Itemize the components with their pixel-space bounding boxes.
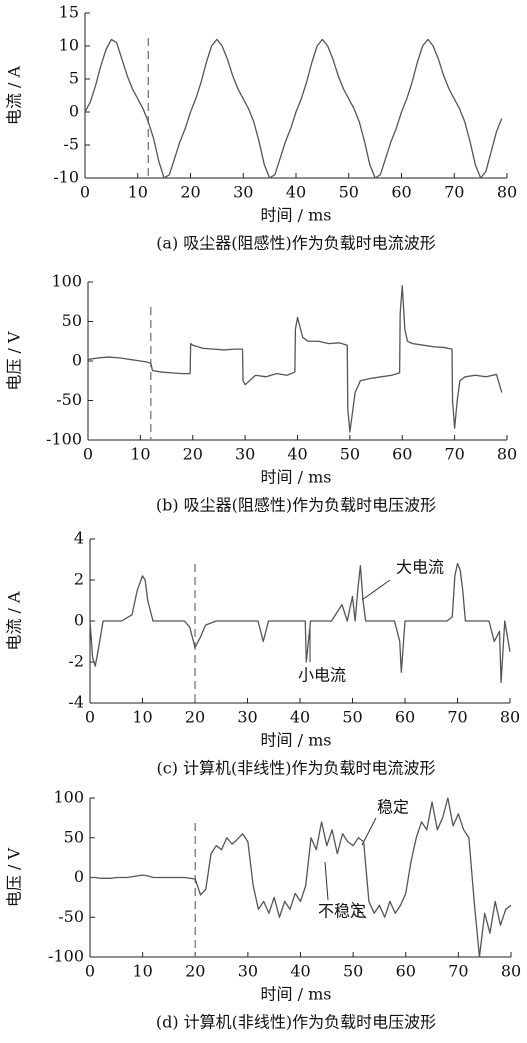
- pointer: [361, 579, 391, 601]
- caption: (c) 计算机(非线性)作为负载时电流波形: [156, 759, 435, 778]
- x-tick-label: 0: [85, 962, 95, 981]
- caption: (d) 计算机(非线性)作为负载时电压波形: [156, 1013, 436, 1032]
- x-tick-label: 70: [444, 183, 464, 202]
- y-axis-label: 电流 / A: [5, 65, 24, 125]
- y-tick-label: -50: [56, 390, 82, 409]
- caption: (a) 吸尘器(阻感性)作为负载时电流波形: [156, 234, 436, 253]
- pointer: [324, 861, 329, 901]
- y-tick-label: -5: [63, 135, 79, 154]
- x-tick-label: 40: [287, 445, 307, 464]
- x-tick-label: 70: [447, 708, 467, 727]
- y-tick-label: 10: [59, 36, 79, 55]
- x-tick-label: 80: [497, 183, 517, 202]
- x-tick-label: 70: [444, 445, 464, 464]
- x-tick-label: 20: [185, 708, 205, 727]
- x-tick-label: 30: [238, 962, 258, 981]
- x-tick-label: 60: [392, 445, 412, 464]
- x-tick-label: 30: [235, 445, 255, 464]
- x-tick-label: 20: [185, 962, 205, 981]
- y-tick-label: 15: [59, 3, 79, 22]
- x-tick-label: 50: [342, 708, 362, 727]
- x-axis-label: 时间 / ms: [261, 468, 332, 487]
- annotation-pointers: [309, 579, 391, 919]
- x-tick-label: 30: [237, 708, 257, 727]
- x-tick-label: 50: [339, 183, 359, 202]
- x-tick-label: 30: [233, 183, 253, 202]
- y-tick-label: 0: [74, 867, 84, 886]
- x-tick-label: 10: [132, 962, 152, 981]
- annotation: 不稳定: [318, 902, 366, 921]
- annotation: 稳定: [377, 798, 409, 817]
- x-tick-label: 0: [80, 183, 90, 202]
- pointer: [351, 901, 367, 919]
- x-tick-label: 0: [85, 708, 95, 727]
- x-tick-label: 60: [396, 962, 416, 981]
- x-tick-label: 10: [130, 445, 150, 464]
- y-tick-label: 5: [69, 69, 79, 88]
- y-tick-label: -10: [53, 168, 79, 187]
- waveform: [89, 562, 511, 684]
- x-tick-label: 80: [500, 708, 520, 727]
- y-tick-label: 0: [69, 102, 79, 121]
- y-tick-label: -100: [46, 430, 82, 449]
- x-tick-label: 20: [180, 183, 200, 202]
- annotation: 小电流: [298, 666, 346, 685]
- y-tick-label: 100: [53, 788, 84, 807]
- x-tick-label: 80: [501, 962, 521, 981]
- y-tick-label: -4: [68, 693, 84, 712]
- x-tick-label: 60: [395, 708, 415, 727]
- x-tick-label: 0: [83, 445, 93, 464]
- x-tick-label: 50: [340, 445, 360, 464]
- x-tick-label: 60: [391, 183, 411, 202]
- y-axis-label: 电流 / A: [5, 591, 24, 651]
- waveform: [84, 38, 503, 179]
- pointer: [361, 817, 377, 846]
- y-tick-label: 4: [74, 529, 84, 548]
- x-tick-label: 40: [290, 708, 310, 727]
- x-tick-label: 10: [132, 708, 152, 727]
- x-tick-label: 40: [286, 183, 306, 202]
- x-tick-label: 10: [128, 183, 148, 202]
- y-tick-label: -100: [48, 947, 84, 966]
- y-tick-label: 0: [72, 351, 82, 370]
- caption: (b) 吸尘器(阻感性)作为负载时电压波形: [156, 496, 436, 515]
- annotation: 大电流: [396, 558, 444, 577]
- y-axis-label: 电压 / V: [5, 331, 24, 391]
- y-tick-label: 0: [74, 611, 84, 630]
- y-tick-label: 100: [51, 272, 82, 291]
- x-tick-label: 80: [497, 445, 517, 464]
- waveform: [90, 797, 512, 958]
- x-tick-label: 40: [290, 962, 310, 981]
- x-axis-label: 时间 / ms: [261, 731, 332, 750]
- y-tick-label: -50: [58, 907, 84, 926]
- waveform: [87, 285, 503, 433]
- y-tick-label: 2: [74, 570, 84, 589]
- y-axis-label: 电压 / V: [5, 847, 24, 907]
- x-tick-label: 20: [183, 445, 203, 464]
- x-tick-label: 70: [448, 962, 468, 981]
- y-tick-label: -2: [68, 652, 84, 671]
- x-tick-label: 50: [343, 962, 363, 981]
- x-axis-label: 时间 / ms: [261, 206, 332, 225]
- x-axis-label: 时间 / ms: [261, 985, 332, 1004]
- y-tick-label: 50: [64, 827, 84, 846]
- y-tick-label: 50: [62, 311, 82, 330]
